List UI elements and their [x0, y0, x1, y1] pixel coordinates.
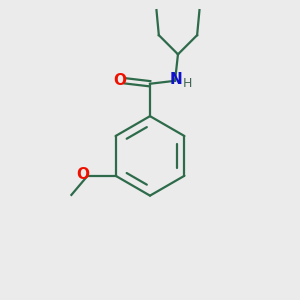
Text: H: H: [183, 77, 192, 90]
Text: N: N: [169, 72, 182, 87]
Text: O: O: [113, 73, 126, 88]
Text: O: O: [76, 167, 89, 182]
